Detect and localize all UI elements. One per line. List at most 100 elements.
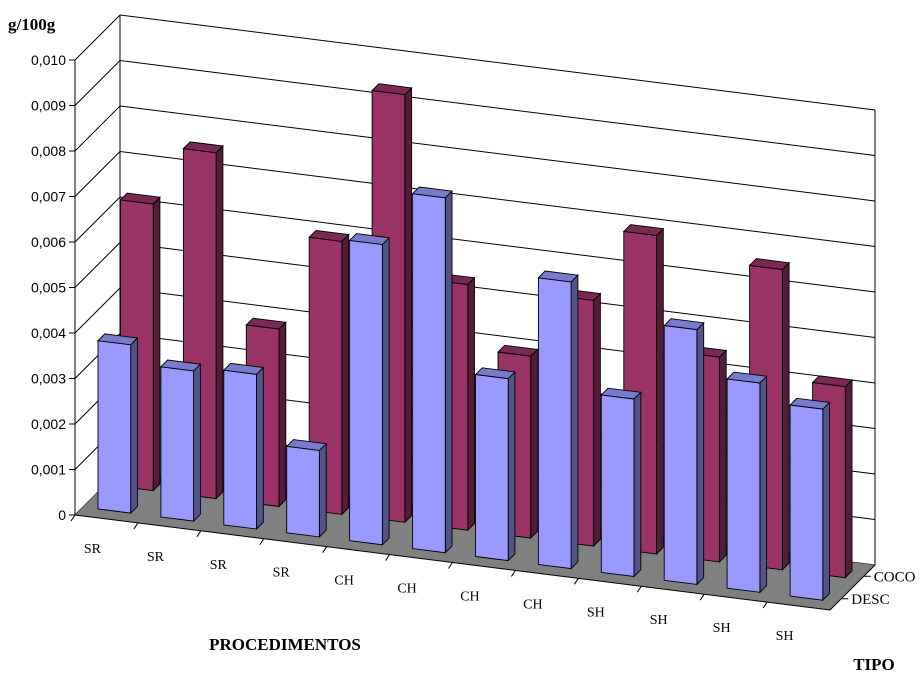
series-labels: DESC COCO bbox=[851, 569, 915, 608]
series-label: DESC bbox=[851, 592, 889, 608]
bar-front bbox=[349, 239, 383, 546]
bar bbox=[600, 387, 642, 578]
bar-top bbox=[371, 83, 413, 96]
bar bbox=[789, 397, 831, 602]
bar-side bbox=[530, 348, 538, 540]
y-tick-label: 0,004 bbox=[31, 325, 66, 341]
bar-top bbox=[474, 367, 516, 380]
x-tick-label: CH bbox=[523, 597, 542, 612]
bar-side bbox=[822, 401, 830, 602]
x-tick-mark bbox=[573, 578, 579, 585]
bar-side bbox=[696, 321, 705, 586]
bar-top bbox=[663, 318, 705, 331]
bar bbox=[411, 186, 453, 554]
bar-side bbox=[781, 261, 790, 571]
bar-top bbox=[308, 230, 350, 242]
gridline bbox=[74, 14, 876, 111]
bar-top bbox=[537, 270, 579, 283]
bar-side bbox=[404, 86, 413, 524]
x-tick-label: CH bbox=[460, 589, 479, 604]
x-tick-mark bbox=[636, 585, 642, 593]
bar-top bbox=[97, 333, 139, 346]
y-tick-label: 0 bbox=[58, 507, 66, 523]
bar-side bbox=[152, 196, 161, 492]
bar-top bbox=[245, 317, 287, 330]
axes bbox=[69, 59, 876, 611]
bar-front bbox=[97, 340, 132, 514]
bar-front bbox=[789, 404, 824, 601]
bar-top bbox=[811, 375, 853, 388]
x-tick-mark bbox=[511, 570, 516, 577]
bar-front bbox=[600, 394, 635, 578]
bar-side bbox=[444, 190, 453, 554]
bar-side bbox=[656, 227, 664, 556]
bar-top bbox=[411, 186, 453, 199]
x-tick-label: SR bbox=[210, 558, 228, 573]
bar bbox=[285, 439, 328, 538]
bar-top bbox=[497, 344, 539, 357]
y-tick-label: 0,006 bbox=[31, 234, 66, 250]
bar-top bbox=[159, 359, 202, 372]
bar-top bbox=[348, 233, 391, 245]
x-tick-mark bbox=[322, 546, 328, 553]
bar bbox=[726, 371, 768, 594]
y-tick-label: 0,008 bbox=[31, 143, 66, 159]
bar-side bbox=[341, 233, 350, 516]
bar-side bbox=[718, 349, 727, 563]
bar-side bbox=[759, 375, 768, 594]
x-tick-label: CH bbox=[397, 582, 416, 597]
depth-axis-line bbox=[829, 564, 876, 611]
bar-side bbox=[570, 274, 579, 570]
y-tick-label: 0,002 bbox=[31, 416, 66, 432]
bar bbox=[222, 362, 265, 531]
bar-front bbox=[663, 324, 698, 585]
bar-front bbox=[286, 445, 320, 538]
bar-side bbox=[507, 370, 516, 562]
y-tick-label: 0,009 bbox=[31, 98, 66, 114]
bar-top bbox=[600, 387, 642, 400]
y-tick-label: 0,010 bbox=[31, 52, 66, 68]
bar-top bbox=[119, 192, 161, 205]
bar-top bbox=[726, 371, 768, 384]
z-axis-title: TIPO bbox=[853, 655, 895, 674]
x-tick-label: SR bbox=[273, 566, 291, 581]
bars bbox=[97, 83, 853, 602]
x-tick-mark bbox=[699, 593, 705, 601]
bar-side bbox=[130, 336, 138, 515]
bar-front bbox=[412, 193, 446, 554]
x-tick-mark bbox=[196, 530, 202, 538]
bar bbox=[474, 367, 516, 562]
bar-top bbox=[622, 224, 665, 236]
bar-top bbox=[222, 362, 265, 375]
bar-side bbox=[844, 378, 853, 579]
bar-top bbox=[748, 258, 791, 270]
bar bbox=[663, 318, 705, 586]
x-tick-mark bbox=[385, 554, 390, 561]
x-tick-mark bbox=[448, 562, 453, 569]
series-label: COCO bbox=[874, 569, 916, 585]
bar bbox=[159, 359, 202, 523]
y-axis-title: g/100g bbox=[8, 15, 56, 34]
bar-side bbox=[593, 292, 601, 548]
bar-front bbox=[160, 366, 195, 522]
x-tick-label: SR bbox=[147, 550, 165, 565]
y-tick-label: 0,003 bbox=[31, 371, 66, 387]
bar-top bbox=[285, 439, 328, 451]
x-tick-mark bbox=[259, 538, 265, 546]
x-axis-tick-labels: SR SR SR SR CH CH CH CH SH SH SH SH bbox=[84, 542, 794, 644]
y-tick-label: 0,001 bbox=[31, 462, 66, 478]
bar-side bbox=[318, 442, 327, 538]
gridline bbox=[74, 59, 876, 156]
bar-front bbox=[537, 277, 572, 570]
bar-side bbox=[381, 236, 390, 546]
bar-top bbox=[182, 141, 224, 154]
x-tick-label: SH bbox=[713, 621, 731, 636]
y-tick-label: 0,005 bbox=[31, 280, 66, 296]
bar-side bbox=[256, 366, 264, 531]
bar-front bbox=[726, 378, 761, 593]
bar-side bbox=[215, 144, 224, 500]
y-tick-label: 0,007 bbox=[31, 189, 66, 205]
bar-front bbox=[223, 369, 257, 530]
x-axis-title: PROCEDIMENTOS bbox=[209, 635, 361, 654]
